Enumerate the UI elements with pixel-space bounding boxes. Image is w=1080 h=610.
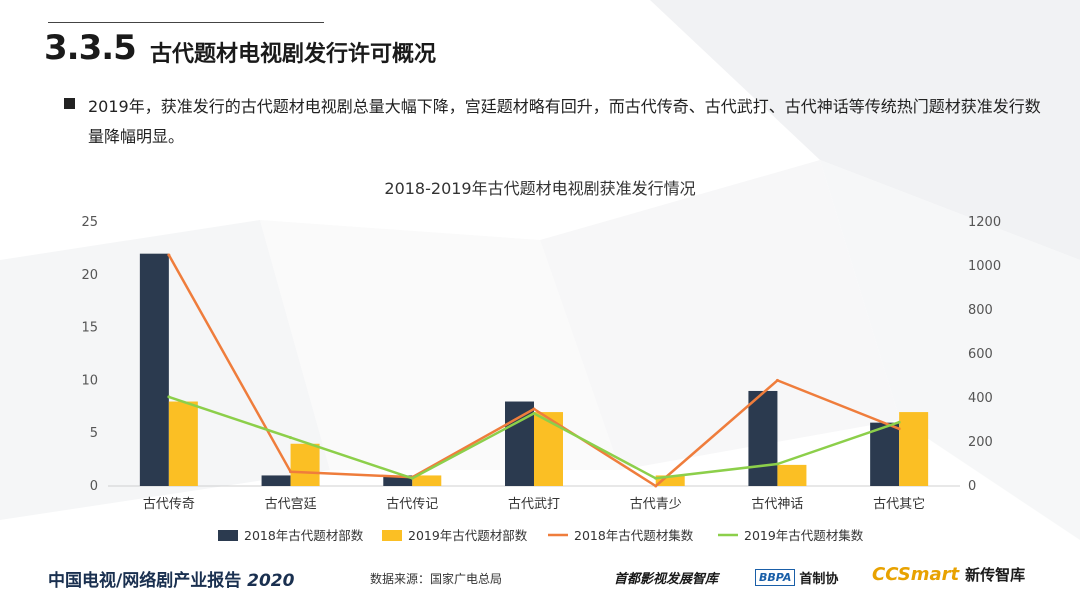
x-tick-label: 古代传奇 [143,496,195,512]
logo-ccsmart: CCSmart 新传智库 [872,564,1025,585]
line-point-2018-5 [775,378,779,382]
report-year: 2020 [247,571,295,591]
section-title: 古代题材电视剧发行许可概况 [150,42,437,67]
ccsmart-mark: CCSmart [872,564,960,585]
ccsmart-text: 新传智库 [965,566,1026,584]
bbpa-box: BBPA [755,569,796,586]
legend-label-1: 2019年古代题材部数 [408,528,528,543]
logo-capital-film-think-tank: 首都影视发展智库 [614,572,719,587]
header-rule [48,22,324,23]
report-title-text: 中国电视/网络剧产业报告 [48,571,242,591]
bbpa-text: 首制协 [799,572,839,587]
y-right-tick-label: 0 [968,479,976,494]
line-point-2019-1 [289,436,293,440]
line-point-2018-1 [289,470,293,474]
bar-2019-4 [655,475,685,486]
footer-report-title: 中国电视/网络剧产业报告 2020 [48,566,294,591]
bar-2019-0 [168,401,198,486]
x-tick-label: 古代其它 [873,496,925,512]
y-right-tick-label: 800 [968,303,993,318]
bar-2018-6 [870,422,900,486]
legend-label-0: 2018年古代题材部数 [244,528,364,543]
y-left-tick-label: 10 [81,373,98,388]
y-right-tick-label: 200 [968,435,993,450]
bar-2018-2 [383,475,413,486]
bar-2019-6 [899,412,929,486]
line-point-2019-5 [775,462,779,466]
bullet-text: 2019年，获准发行的古代题材电视剧总量大幅下降，宫廷题材略有回升，而古代传奇、… [88,97,1041,146]
bar-2019-1 [290,443,320,486]
line-point-2019-4 [654,476,658,480]
line-point-2019-0 [167,395,171,399]
legend-label-2: 2018年古代题材集数 [574,528,694,543]
bullet-square-icon [64,98,75,109]
y-left-tick-label: 5 [90,426,98,441]
bar-2019-2 [412,475,442,486]
logo-bbpa: BBPA 首制协 [755,568,838,587]
y-right-tick-label: 400 [968,391,993,406]
line-point-2019-6 [897,420,901,424]
y-right-tick-label: 1000 [968,259,1001,274]
bar-2018-0 [139,253,169,486]
y-right-tick-label: 1200 [968,215,1001,230]
bar-2018-1 [261,475,291,486]
x-tick-label: 古代宫廷 [265,497,317,512]
legend-label-3: 2019年古代题材集数 [744,528,864,543]
bar-2019-5 [777,464,807,486]
y-left-tick-label: 20 [81,268,98,283]
data-source: 数据来源：国家广电总局 [370,572,503,586]
line-point-2018-0 [167,253,171,257]
legend-swatch-1 [382,530,402,541]
line-point-2018-3 [532,407,536,411]
combo-chart: 0 5 10 15 20 25 0 200 400 600 800 1000 1200 古代传奇 古代宫廷 古… [81,215,1001,543]
section-number: 3.3.5 [44,28,137,68]
y-left-tick-label: 15 [81,321,98,336]
y-right-tick-label: 600 [968,347,993,362]
bar-2018-3 [505,401,534,486]
legend-swatch-0 [218,530,238,541]
y-left-tick-label: 25 [81,215,98,230]
chart-title: 2018-2019年古代题材电视剧获准发行情况 [384,179,696,198]
line-point-2019-2 [410,476,414,480]
line-point-2018-4 [654,484,658,488]
line-point-2018-6 [897,427,901,431]
line-point-2019-3 [532,411,536,415]
x-tick-label: 古代青少 [630,497,682,512]
x-tick-label: 古代武打 [508,497,560,512]
x-tick-label: 古代神话 [751,497,803,512]
bar-2018-5 [748,390,778,486]
y-left-tick-label: 0 [90,479,98,494]
x-tick-label: 古代传记 [386,497,438,512]
